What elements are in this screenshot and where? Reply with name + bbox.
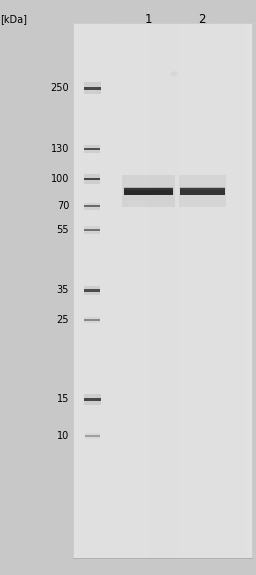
Text: 2: 2 xyxy=(198,13,206,26)
Ellipse shape xyxy=(171,71,177,76)
Bar xyxy=(84,433,100,439)
Bar xyxy=(84,205,100,208)
Text: 15: 15 xyxy=(57,394,69,404)
Bar xyxy=(84,145,100,153)
Text: 35: 35 xyxy=(57,285,69,296)
Bar xyxy=(84,226,100,234)
Text: 100: 100 xyxy=(51,174,69,184)
Bar xyxy=(84,317,100,323)
Bar xyxy=(84,394,101,405)
Text: 25: 25 xyxy=(57,315,69,325)
Bar xyxy=(123,187,174,190)
Bar xyxy=(84,82,101,94)
Bar xyxy=(123,188,174,195)
Bar xyxy=(84,87,101,90)
Text: 1: 1 xyxy=(145,13,152,26)
Bar xyxy=(179,175,226,208)
Text: 130: 130 xyxy=(51,144,69,154)
Bar xyxy=(84,398,101,401)
Bar xyxy=(180,187,225,190)
Bar xyxy=(84,202,100,210)
Bar xyxy=(122,175,175,208)
Bar xyxy=(84,289,100,292)
Bar xyxy=(84,178,100,181)
Text: 70: 70 xyxy=(57,201,69,212)
Text: [kDa]: [kDa] xyxy=(1,14,27,24)
Bar xyxy=(84,286,100,295)
Bar xyxy=(84,319,100,321)
Bar xyxy=(84,174,100,184)
Text: 10: 10 xyxy=(57,431,69,441)
Text: 250: 250 xyxy=(50,83,69,93)
Bar xyxy=(73,23,252,558)
Bar xyxy=(84,148,100,150)
Bar xyxy=(84,435,100,436)
Bar xyxy=(84,229,100,231)
Bar xyxy=(180,188,225,195)
Text: 55: 55 xyxy=(57,225,69,235)
